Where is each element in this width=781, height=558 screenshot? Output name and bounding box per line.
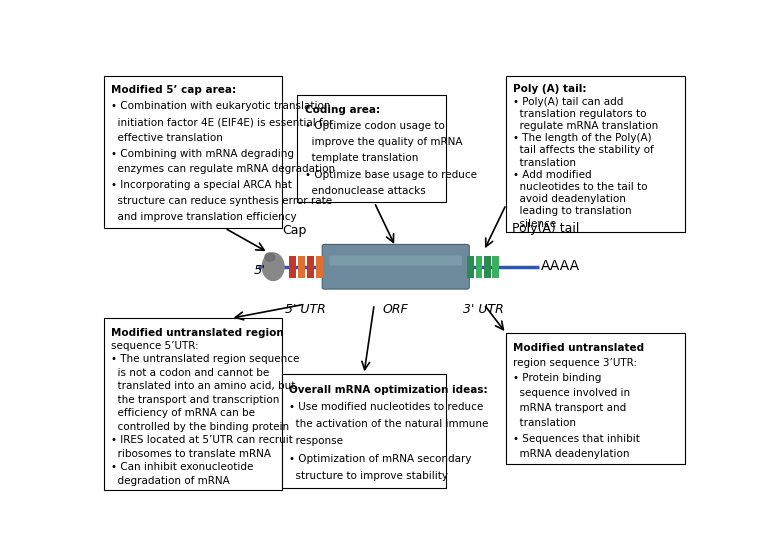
Text: Modified untranslated: Modified untranslated xyxy=(513,343,644,353)
Bar xyxy=(467,256,474,278)
Text: controlled by the binding protein: controlled by the binding protein xyxy=(111,422,289,432)
Text: translated into an amino acid, but: translated into an amino acid, but xyxy=(111,381,295,391)
Text: structure to improve stability: structure to improve stability xyxy=(290,471,448,481)
Text: degradation of mRNA: degradation of mRNA xyxy=(111,475,230,485)
Ellipse shape xyxy=(262,253,284,281)
Text: AAAA: AAAA xyxy=(541,259,580,273)
Text: silence: silence xyxy=(513,219,557,229)
Text: leading to translation: leading to translation xyxy=(513,206,632,217)
Text: Poly (A) tail:: Poly (A) tail: xyxy=(513,84,587,94)
FancyBboxPatch shape xyxy=(104,75,282,228)
Bar xyxy=(476,256,483,278)
Text: • Combination with eukaryotic translation: • Combination with eukaryotic translatio… xyxy=(111,101,330,111)
Bar xyxy=(492,256,499,278)
Text: • Add modified: • Add modified xyxy=(513,170,592,180)
Text: • Protein binding: • Protein binding xyxy=(513,373,602,383)
Text: • Incorporating a special ARCA hat: • Incorporating a special ARCA hat xyxy=(111,180,292,190)
Text: enzymes can regulate mRNA degradation: enzymes can regulate mRNA degradation xyxy=(111,165,335,175)
Text: Coding area:: Coding area: xyxy=(305,105,380,115)
Text: translation: translation xyxy=(513,418,576,429)
Text: sequence 5’UTR:: sequence 5’UTR: xyxy=(111,341,198,351)
Text: • Sequences that inhibit: • Sequences that inhibit xyxy=(513,434,640,444)
Text: translation: translation xyxy=(513,157,576,167)
Text: template translation: template translation xyxy=(305,153,418,163)
Text: • Optimize base usage to reduce: • Optimize base usage to reduce xyxy=(305,170,476,180)
Text: response: response xyxy=(290,436,344,446)
Text: initiation factor 4E (EIF4E) is essential for: initiation factor 4E (EIF4E) is essentia… xyxy=(111,117,333,127)
FancyBboxPatch shape xyxy=(506,75,685,232)
FancyBboxPatch shape xyxy=(506,333,685,464)
Text: the activation of the natural immune: the activation of the natural immune xyxy=(290,419,489,429)
Text: • The length of the Poly(A): • The length of the Poly(A) xyxy=(513,133,652,143)
Text: tail affects the stability of: tail affects the stability of xyxy=(513,146,654,156)
FancyBboxPatch shape xyxy=(323,244,469,289)
Text: regulate mRNA translation: regulate mRNA translation xyxy=(513,121,658,131)
Text: • Optimization of mRNA secondary: • Optimization of mRNA secondary xyxy=(290,454,472,464)
Text: effective translation: effective translation xyxy=(111,133,223,143)
FancyBboxPatch shape xyxy=(104,318,282,490)
Text: improve the quality of mRNA: improve the quality of mRNA xyxy=(305,137,462,147)
Text: Cap: Cap xyxy=(282,224,307,237)
Text: Overall mRNA optimization ideas:: Overall mRNA optimization ideas: xyxy=(290,384,488,395)
Text: ribosomes to translate mRNA: ribosomes to translate mRNA xyxy=(111,449,271,459)
Text: • Poly(A) tail can add: • Poly(A) tail can add xyxy=(513,97,624,107)
Text: structure can reduce synthesis error rate: structure can reduce synthesis error rat… xyxy=(111,196,332,206)
FancyBboxPatch shape xyxy=(330,256,462,266)
FancyBboxPatch shape xyxy=(298,95,446,203)
Text: Modified 5’ cap area:: Modified 5’ cap area: xyxy=(111,85,236,95)
Text: Poly(A) tail: Poly(A) tail xyxy=(512,222,580,234)
Text: 5': 5' xyxy=(254,264,266,277)
Text: endonuclease attacks: endonuclease attacks xyxy=(305,186,426,196)
Text: mRNA deadenylation: mRNA deadenylation xyxy=(513,449,630,459)
Text: region sequence 3’UTR:: region sequence 3’UTR: xyxy=(513,358,637,368)
Bar xyxy=(298,256,305,278)
Text: translation regulators to: translation regulators to xyxy=(513,109,647,119)
Bar xyxy=(484,256,490,278)
Text: • Use modified nucleotides to reduce: • Use modified nucleotides to reduce xyxy=(290,402,483,412)
FancyBboxPatch shape xyxy=(282,374,446,488)
Text: • Optimize codon usage to: • Optimize codon usage to xyxy=(305,121,444,131)
Text: • The untranslated region sequence: • The untranslated region sequence xyxy=(111,354,299,364)
Text: and improve translation efficiency: and improve translation efficiency xyxy=(111,212,297,222)
Ellipse shape xyxy=(265,253,275,261)
Text: sequence involved in: sequence involved in xyxy=(513,388,630,398)
Text: efficiency of mRNA can be: efficiency of mRNA can be xyxy=(111,408,255,418)
Text: 5' UTR: 5' UTR xyxy=(285,304,326,316)
Bar xyxy=(307,256,314,278)
Text: mRNA transport and: mRNA transport and xyxy=(513,403,626,413)
Text: • Combining with mRNA degrading: • Combining with mRNA degrading xyxy=(111,148,294,158)
Text: Modified untranslated region: Modified untranslated region xyxy=(111,328,284,338)
Bar xyxy=(289,256,296,278)
Text: is not a codon and cannot be: is not a codon and cannot be xyxy=(111,368,269,378)
Text: avoid deadenylation: avoid deadenylation xyxy=(513,194,626,204)
Bar xyxy=(316,256,323,278)
Text: 3' UTR: 3' UTR xyxy=(463,304,505,316)
Text: ORF: ORF xyxy=(383,304,408,316)
Text: the transport and transcription: the transport and transcription xyxy=(111,395,280,405)
Text: • Can inhibit exonucleotide: • Can inhibit exonucleotide xyxy=(111,462,253,472)
Text: • IRES located at 5’UTR can recruit: • IRES located at 5’UTR can recruit xyxy=(111,435,293,445)
Text: nucleotides to the tail to: nucleotides to the tail to xyxy=(513,182,648,192)
